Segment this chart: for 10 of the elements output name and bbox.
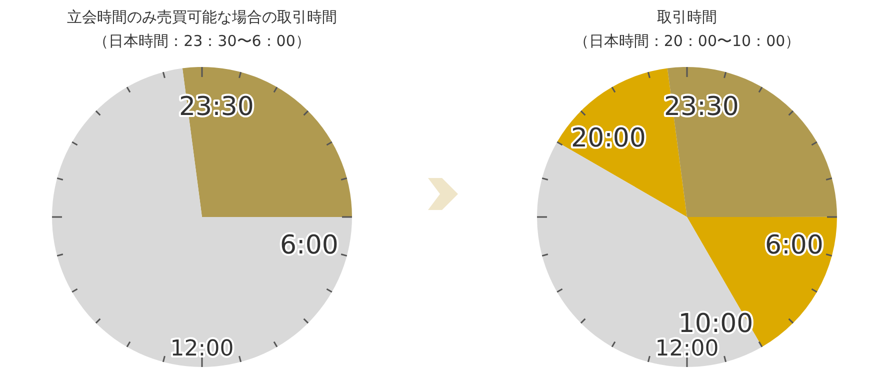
chart-subtitle: （日本時間：23：30〜6：00） (94, 32, 310, 50)
text: 12:00 (170, 336, 234, 362)
slice-label: 6:00 (765, 230, 824, 261)
chart-title: 立会時間のみ売買可能な場合の取引時間 (67, 8, 337, 26)
slice-label: 20:00 (571, 124, 646, 154)
chart-subtitle: （日本時間：20：00〜10：00） (574, 32, 800, 50)
slice-label: 6:00 (280, 230, 338, 261)
chart-title: 取引時間 (657, 8, 717, 26)
text: 12:00 (655, 336, 719, 362)
slice-label: 10:00 (678, 309, 754, 340)
